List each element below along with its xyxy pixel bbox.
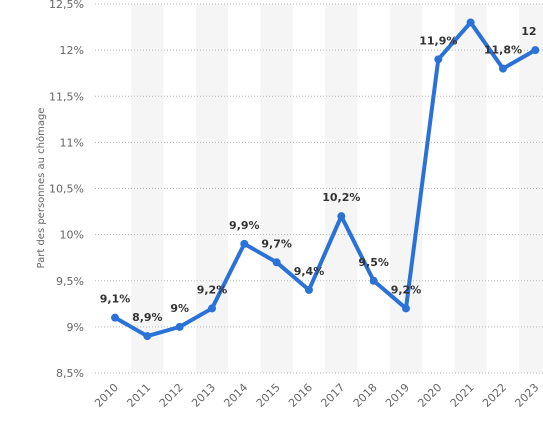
data-label: 9,4% — [294, 265, 325, 278]
column-band — [519, 4, 543, 373]
data-label: 8,9% — [132, 311, 163, 324]
x-tick-label: 2010 — [92, 381, 121, 410]
y-tick-label: 9% — [67, 321, 84, 334]
y-axis-label: Part des personnes au chômage — [35, 108, 47, 269]
data-label: 9,2% — [197, 283, 228, 296]
data-point — [304, 285, 313, 294]
y-tick-label: 10% — [60, 229, 84, 242]
data-point — [434, 55, 443, 64]
data-label: 11,8% — [484, 44, 522, 57]
data-point — [498, 64, 507, 73]
y-tick-label: 9,5% — [56, 275, 84, 288]
y-tick-label: 10,5% — [49, 183, 84, 196]
data-label: 11,9% — [419, 34, 457, 47]
y-tick-label: 12,5% — [49, 0, 84, 11]
data-point — [401, 304, 410, 313]
data-point — [272, 258, 281, 267]
x-tick-label: 2017 — [318, 381, 347, 410]
data-point — [466, 18, 475, 27]
data-label: 12 — [521, 25, 536, 38]
data-points — [111, 18, 540, 341]
x-axis-ticks: 2010 2011 2012 2013 2014 2015 2016 2017 2018 2019… — [92, 381, 541, 410]
data-label: 9,9% — [229, 219, 260, 232]
data-label: 9% — [170, 302, 189, 315]
data-point — [337, 212, 346, 221]
y-tick-label: 11% — [60, 136, 84, 149]
x-tick-label: 2020 — [415, 381, 444, 410]
data-label: 9,7% — [261, 237, 292, 250]
data-point — [240, 239, 249, 248]
data-point — [143, 332, 152, 341]
x-tick-label: 2019 — [383, 381, 412, 410]
data-label: 9,1% — [100, 293, 131, 306]
x-tick-label: 2011 — [124, 381, 153, 410]
column-band — [389, 4, 423, 373]
data-point — [175, 322, 184, 331]
x-tick-label: 2015 — [254, 381, 283, 410]
x-tick-label: 2014 — [221, 381, 250, 410]
data-label: 10,2% — [322, 191, 360, 204]
data-point — [111, 313, 119, 322]
data-label: 9,5% — [358, 256, 389, 269]
x-tick-label: 2021 — [448, 381, 477, 410]
data-label: 9,2% — [391, 283, 422, 296]
x-tick-label: 2012 — [157, 381, 186, 410]
y-axis-ticks: 8,5% 9% 9,5% 10% 10,5% 11% 11,5% 12% 12,5% — [49, 0, 84, 380]
y-tick-label: 12% — [60, 44, 84, 57]
data-labels: 9,1%8,9% 9% 9,2% 9,9%9,7% 9,4% 10,2% 9,5% 9,2% 1… — [100, 25, 537, 324]
y-tick-label: 11,5% — [49, 90, 84, 103]
y-tick-label: 8,5% — [56, 367, 84, 380]
series-line — [113, 20, 538, 339]
data-point — [207, 304, 216, 313]
x-tick-label: 2018 — [351, 381, 380, 410]
x-tick-label: 2023 — [512, 381, 541, 410]
data-point — [531, 46, 540, 55]
x-tick-label: 2013 — [189, 381, 218, 410]
x-tick-label: 2016 — [286, 381, 315, 410]
data-point — [369, 276, 378, 285]
x-tick-label: 2022 — [480, 381, 509, 410]
